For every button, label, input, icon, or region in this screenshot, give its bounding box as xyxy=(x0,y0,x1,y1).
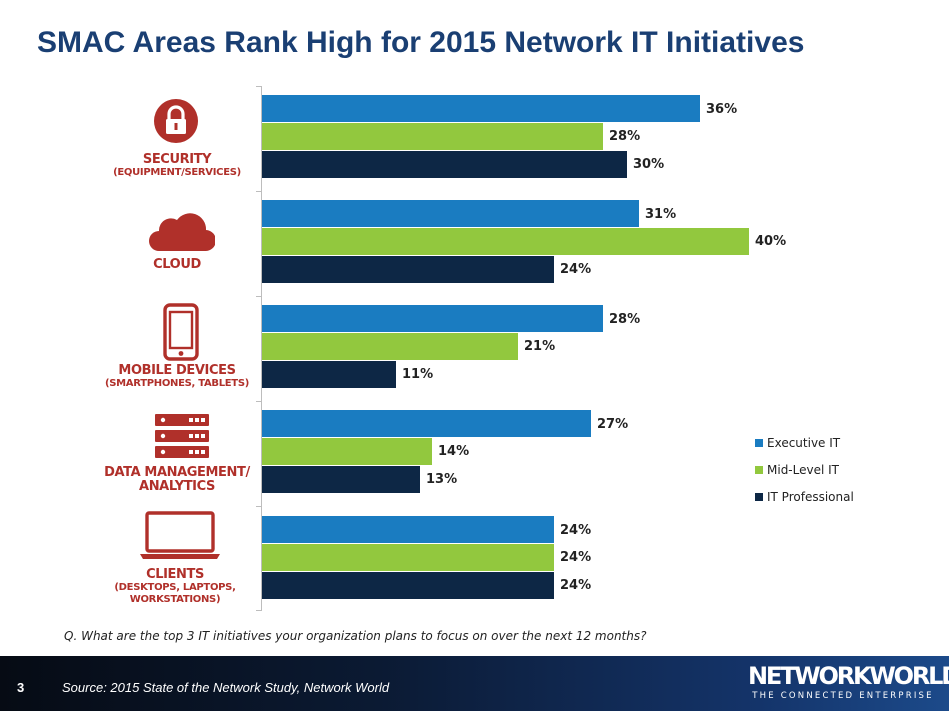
axis-tick xyxy=(256,610,262,611)
legend-label: IT Professional xyxy=(767,490,854,504)
category-name: DATA MANAGEMENT/ xyxy=(104,465,250,480)
page-title: SMAC Areas Rank High for 2015 Network IT… xyxy=(37,26,805,59)
bar-executive-3 xyxy=(262,410,591,437)
category-label-clients: CLIENTS (DESKTOPS, LAPTOPS, WORKSTATIONS… xyxy=(98,568,252,606)
bar-midlevel-3 xyxy=(262,438,432,465)
axis-tick xyxy=(256,86,262,87)
legend-swatch-midlevel xyxy=(755,466,763,474)
category-label-cloud: CLOUD xyxy=(98,258,256,272)
y-axis-line xyxy=(261,86,262,611)
bar-value-label: 24% xyxy=(560,578,592,593)
bar-value-label: 14% xyxy=(438,444,470,459)
axis-tick xyxy=(256,401,262,402)
bar-value-label: 11% xyxy=(402,367,434,382)
bar-executive-4 xyxy=(262,516,554,543)
category-subtitle: (SMARTPHONES, TABLETS) xyxy=(104,378,250,389)
bar-value-label: 28% xyxy=(609,312,641,327)
page-number: 3 xyxy=(17,680,25,695)
lock-icon xyxy=(154,99,198,143)
bar-executive-2 xyxy=(262,305,603,332)
bar-value-label: 28% xyxy=(609,129,641,144)
bar-value-label: 24% xyxy=(560,523,592,538)
smartphone-icon xyxy=(163,303,199,361)
legend-label: Executive IT xyxy=(767,436,841,450)
bar-executive-1 xyxy=(262,200,639,227)
survey-question: Q. What are the top 3 IT initiatives you… xyxy=(64,629,647,643)
networkworld-logo: NETWORKWORLD THE CONNECTED ENTERPRISE xyxy=(748,662,949,702)
legend-item-midlevel: Mid-Level IT xyxy=(755,463,854,490)
legend-swatch-professional xyxy=(755,493,763,501)
server-icon xyxy=(155,414,209,458)
category-subtitle: (DESKTOPS, LAPTOPS, WORKSTATIONS) xyxy=(114,582,236,605)
category-name: CLIENTS xyxy=(146,567,204,582)
logo-tagline: THE CONNECTED ENTERPRISE xyxy=(752,691,934,701)
bar-midlevel-0 xyxy=(262,123,603,150)
laptop-icon xyxy=(140,511,220,559)
axis-tick xyxy=(256,506,262,507)
source-note: Source: 2015 State of the Network Study,… xyxy=(62,680,390,695)
bar-value-label: 40% xyxy=(755,234,787,249)
bar-value-label: 30% xyxy=(633,157,665,172)
bar-value-label: 13% xyxy=(426,472,458,487)
bar-value-label: 36% xyxy=(706,102,738,117)
legend-label: Mid-Level IT xyxy=(767,463,839,477)
category-label-data-management: DATA MANAGEMENT/ ANALYTICS xyxy=(98,466,256,494)
chart-legend: Executive IT Mid-Level IT IT Professiona… xyxy=(755,436,854,517)
legend-item-executive: Executive IT xyxy=(755,436,854,463)
cloud-icon xyxy=(149,213,215,252)
bar-professional-3 xyxy=(262,466,420,493)
category-name: MOBILE DEVICES xyxy=(118,363,236,378)
bar-professional-2 xyxy=(262,361,396,388)
logo-wordmark: NETWORKWORLD xyxy=(748,662,949,690)
bar-professional-4 xyxy=(262,572,554,599)
bar-value-label: 27% xyxy=(597,417,629,432)
bar-executive-0 xyxy=(262,95,700,122)
category-name: CLOUD xyxy=(153,257,201,272)
category-label-security: SECURITY (EQUIPMENT/SERVICES) xyxy=(98,153,256,179)
category-subtitle: ANALYTICS xyxy=(139,479,215,494)
bar-midlevel-4 xyxy=(262,544,554,571)
axis-tick xyxy=(256,296,262,297)
legend-item-professional: IT Professional xyxy=(755,490,854,517)
category-subtitle: (EQUIPMENT/SERVICES) xyxy=(113,167,241,178)
bar-professional-0 xyxy=(262,151,627,178)
bar-professional-1 xyxy=(262,256,554,283)
bar-midlevel-2 xyxy=(262,333,518,360)
bar-value-label: 31% xyxy=(645,207,677,222)
bar-midlevel-1 xyxy=(262,228,749,255)
category-label-mobile-devices: MOBILE DEVICES (SMARTPHONES, TABLETS) xyxy=(98,364,256,390)
bar-value-label: 24% xyxy=(560,262,592,277)
footer-bar: 3 Source: 2015 State of the Network Stud… xyxy=(0,656,949,711)
bar-value-label: 24% xyxy=(560,550,592,565)
category-name: SECURITY xyxy=(142,152,212,167)
axis-tick xyxy=(256,191,262,192)
bar-value-label: 21% xyxy=(524,339,556,354)
legend-swatch-executive xyxy=(755,439,763,447)
